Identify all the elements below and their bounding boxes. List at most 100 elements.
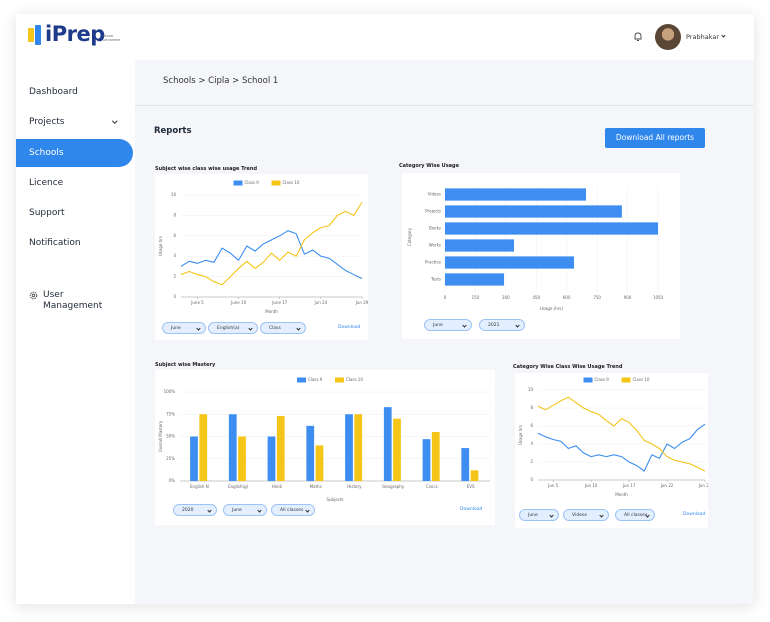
y-tick-label: 100% [164,389,176,394]
x-tick-label: 150 [472,295,480,300]
y-tick-label: 0% [169,478,176,483]
bar [445,222,658,235]
x-tick-label: Jun 17 [622,483,636,488]
chart: Usage (hrs) Category 0 150 300 450 600 750 900 10… [407,186,664,311]
nav-item[interactable]: Dashboard [29,87,78,97]
chart: Month Usage hrs Class 9 Class 10 0 2 4 6 8 10 Jun … [518,377,708,497]
filter-dropdown[interactable]: 2020 [173,504,217,516]
x-tick-label: Hindi [272,484,282,489]
nav-item[interactable]: Notification [29,238,81,248]
bell-icon[interactable] [633,32,643,42]
x-axis-label: Subjects [326,497,343,502]
logo-text: iPrep [45,22,105,46]
y-tick-label: Projects [425,209,441,214]
filter-dropdown[interactable]: Videos [563,509,609,521]
download-all-button[interactable]: Download All reports [605,128,705,148]
chart-card: Subjects Overall Mastery Class 9 Class 10 0%… [155,370,495,525]
line-series [537,396,706,472]
download-link[interactable]: Download [338,325,361,330]
nav-item[interactable]: Support [29,208,65,218]
legend-label: Class 9 [245,180,260,185]
chart-title: Subject wise Mastery [155,362,216,368]
bar [461,448,470,481]
breadcrumb-bar [135,60,754,106]
x-tick-label: English N [190,484,209,489]
breadcrumb: Schools > Cipla > School 1 [163,76,279,86]
x-tick-label: 1050 [653,295,664,300]
filter-dropdown[interactable]: June [519,509,559,521]
nav-item[interactable]: Licence [29,178,64,188]
y-tick-label: 6 [530,423,533,428]
y-tick-label: 0 [173,294,176,299]
y-axis-label: Usage hrs [158,236,163,256]
bar [470,470,479,481]
section-title: Reports [154,126,192,136]
logo-tagline: LEARN ANYWHERE [103,34,121,42]
x-tick-label: 450 [532,295,540,300]
bar [228,414,237,481]
nav-item[interactable]: Projects [29,117,65,127]
nav-item[interactable]: User Management [43,290,103,311]
bar [383,407,392,481]
x-tick-label: History [347,484,362,489]
bar [306,425,315,481]
chart: Subjects Overall Mastery Class 9 Class 10 0%… [158,377,490,502]
chart-title: Category Wise Usage [399,163,460,169]
nav-item-active[interactable]: Schools [16,139,133,167]
legend-label: Class 10 [346,377,363,382]
x-tick-label: June 17 [271,300,288,305]
bar [422,439,431,481]
download-link[interactable]: Download [683,512,706,517]
y-tick-label: Tests [430,277,441,282]
y-tick-label: 10 [528,387,534,392]
bar [276,416,285,481]
x-tick-label: Civics [426,484,438,489]
filter-dropdown[interactable]: All classes [271,504,315,516]
chart-card: Usage (hrs) Category 0 150 300 450 600 750 900 10… [402,173,680,339]
x-tick-label: 600 [563,295,571,300]
y-tick-label: 50% [166,434,175,439]
y-axis-label: Category [407,227,412,246]
filter-dropdown[interactable]: English(a) [208,322,258,334]
bar [238,436,246,481]
legend-swatch [621,377,631,383]
y-tick-label: 2 [530,459,533,464]
legend-label: Class 9 [308,377,323,382]
x-tick-label: June 10 [230,300,247,305]
filter-dropdown[interactable]: June [162,322,206,334]
download-link[interactable]: Download [460,507,483,512]
sidebar [16,14,135,604]
filter-dropdown[interactable]: Class [260,322,306,334]
avatar[interactable] [655,24,681,50]
filter-dropdown[interactable]: 2021 [479,319,525,331]
x-tick-label: Geography [382,484,405,489]
y-tick-label: 75% [166,411,175,416]
y-tick-label: 0 [530,477,533,482]
legend-swatch [583,377,593,383]
chart-title: Category Wise Class Wise Usage Trend [513,364,623,370]
bar [393,418,401,481]
x-tick-label: Jun 10 [584,483,598,488]
user-name[interactable]: Prabhakar [686,33,719,41]
x-tick-label: Jun 5 [547,483,559,488]
x-tick-label: EVS [467,484,475,489]
bar [445,205,622,218]
x-axis-label: Usage (hrs) [540,306,564,311]
legend-label: Class 10 [283,180,300,185]
bar [445,239,514,252]
bar [267,436,276,481]
x-tick-label: Maths [310,484,322,489]
chart-card: Month Usage hrs Class 9 Class 10 0 2 4 6 8 10 Jun … [515,373,708,528]
filter-dropdown[interactable]: June [223,504,267,516]
bar [354,414,363,481]
bar [199,414,208,481]
filter-dropdown[interactable]: All classes [615,509,655,521]
x-tick-label: 900 [624,295,632,300]
filter-dropdown[interactable]: June [424,319,472,331]
x-axis-label: Month [265,309,278,314]
bar [445,256,575,269]
x-tick-label: Jun 29 [698,483,708,488]
y-tick-label: 2 [173,274,176,279]
legend-swatch [271,180,281,186]
x-axis-label: Month [615,492,628,497]
